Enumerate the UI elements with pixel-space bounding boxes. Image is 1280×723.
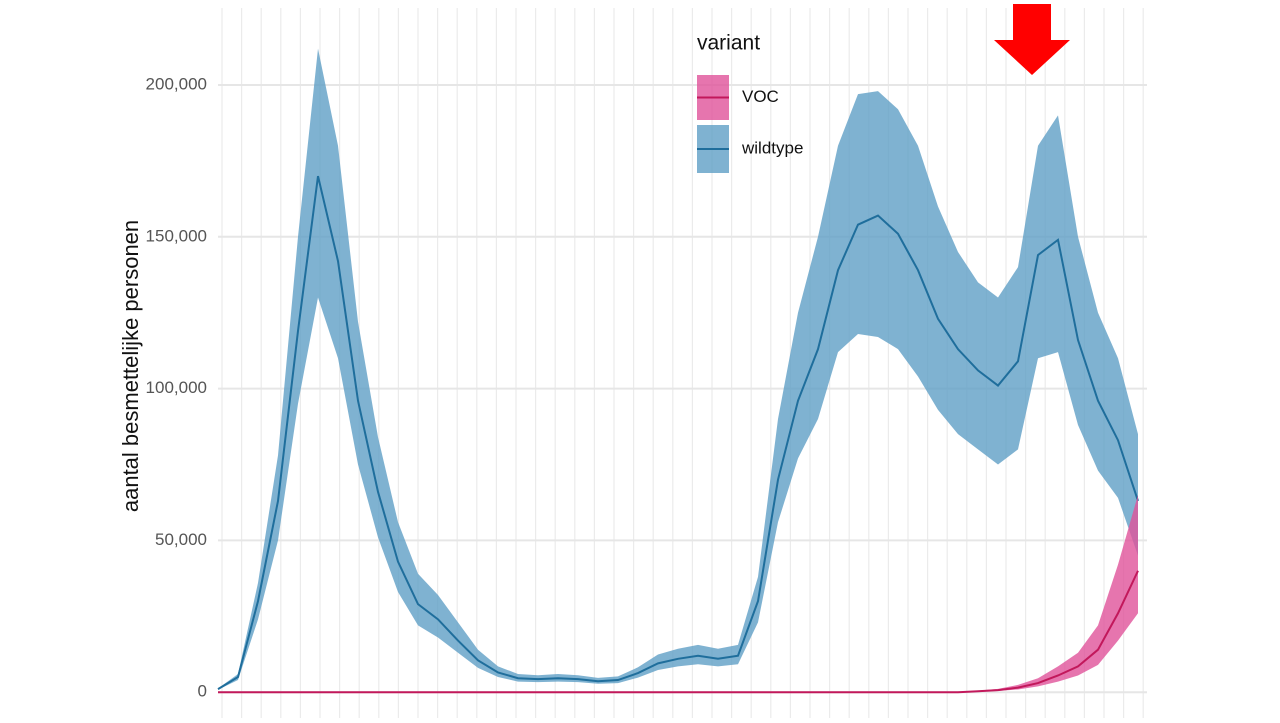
y-tick-label: 50,000 bbox=[155, 530, 207, 549]
y-tick-label: 200,000 bbox=[146, 74, 207, 93]
legend-label: wildtype bbox=[741, 138, 803, 157]
line bbox=[217, 175, 1139, 691]
arrow-marker bbox=[994, 4, 1070, 75]
legend: VOC wildtype bbox=[697, 75, 803, 173]
line bbox=[218, 570, 1139, 694]
y-tick-label: 100,000 bbox=[146, 378, 207, 397]
confidence-band bbox=[218, 48, 1138, 690]
legend-title: variant bbox=[697, 32, 760, 55]
y-tick-label: 0 bbox=[198, 682, 207, 701]
legend-label: VOC bbox=[742, 87, 779, 106]
y-axis-label: aantal besmettelijke personen bbox=[118, 220, 143, 512]
y-tick-label: 150,000 bbox=[146, 226, 207, 245]
plot bbox=[217, 48, 1139, 694]
